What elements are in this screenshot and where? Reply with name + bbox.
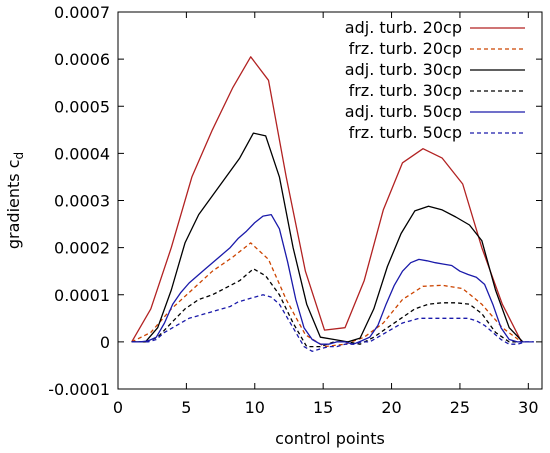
x-tick-label: 25 — [450, 398, 470, 417]
legend-label: frz. turb. 30cp — [349, 81, 462, 100]
legend-label: frz. turb. 20cp — [349, 39, 462, 58]
y-axis-label: gradients cd — [4, 152, 26, 249]
y-tick-label: 0.0002 — [54, 239, 110, 258]
legend-label: adj. turb. 30cp — [345, 60, 462, 79]
y-tick-label: 0 — [100, 333, 110, 352]
y-tick-label: -0.0001 — [48, 380, 110, 399]
series-line-1 — [131, 56, 523, 343]
y-tick-label: 0.0004 — [54, 144, 110, 163]
y-axis: -0.0001 0 0.0001 0.0002 0.0003 0.0004 0.0005 0.… — [48, 3, 542, 399]
chart-marks — [131, 56, 534, 352]
legend: adj. turb. 20cp frz. turb. 20cp adj. turb.… — [345, 18, 525, 142]
series-line-2 — [131, 242, 522, 348]
x-tick-label: 20 — [381, 398, 401, 417]
x-tick-label: 10 — [245, 398, 265, 417]
x-axis-label: control points — [275, 429, 385, 448]
y-tick-label: 0.0001 — [54, 286, 110, 305]
x-tick-label: 5 — [181, 398, 191, 417]
series-line-4 — [131, 268, 523, 348]
y-axis-label-subscript: d — [12, 152, 26, 160]
x-tick-label: 15 — [313, 398, 333, 417]
y-tick-label: 0.0007 — [54, 3, 110, 22]
y-axis-label-main: gradients c — [4, 160, 23, 250]
y-tick-label: 0.0006 — [54, 50, 110, 69]
legend-label: adj. turb. 20cp — [345, 18, 462, 37]
legend-label: adj. turb. 50cp — [345, 102, 462, 121]
series-line-5 — [131, 213, 534, 345]
legend-label: frz. turb. 50cp — [349, 123, 462, 142]
y-tick-label: 0.0005 — [54, 97, 110, 116]
x-tick-label: 0 — [113, 398, 123, 417]
x-axis: 0 5 10 15 20 25 30 — [113, 12, 539, 417]
series-line-6 — [131, 294, 534, 352]
plot-frame — [117, 11, 543, 390]
series-line-3 — [131, 132, 524, 343]
y-tick-label: 0.0003 — [54, 192, 110, 211]
x-tick-label: 30 — [518, 398, 538, 417]
